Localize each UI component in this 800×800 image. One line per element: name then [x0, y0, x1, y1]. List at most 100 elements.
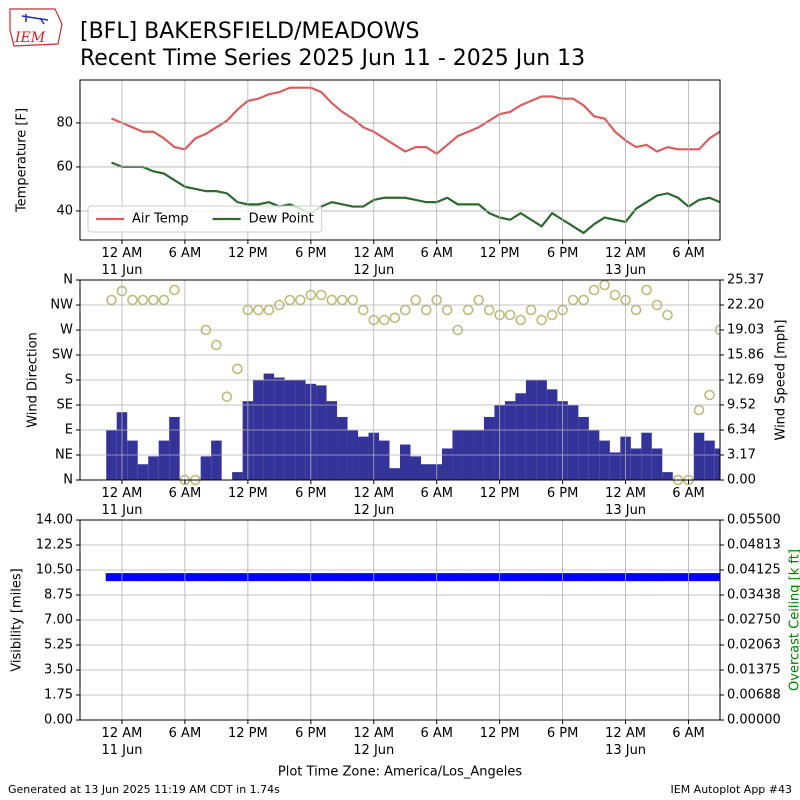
x-tick-label: 6 AM	[672, 246, 705, 261]
point	[137, 573, 149, 582]
point	[567, 573, 579, 582]
bar	[641, 432, 652, 480]
x-tick-label: 6 AM	[672, 726, 705, 741]
point	[106, 294, 117, 306]
y-tick-label: 80	[56, 115, 73, 130]
point	[473, 294, 484, 306]
bar	[410, 456, 421, 480]
y2-tick-label: 15.86	[727, 347, 764, 362]
point	[577, 573, 590, 582]
bar	[662, 472, 673, 480]
point	[462, 573, 474, 582]
x-tick-label: 6 AM	[168, 486, 202, 501]
x-tick-label: 12 AM 13 Jun	[605, 486, 647, 518]
y-tick-label: 10.50	[36, 563, 73, 578]
y-tick-label: 40	[56, 203, 73, 218]
bar	[567, 405, 579, 480]
y2-tick-label: 0.02750	[727, 613, 781, 628]
y2-tick-label: 25.37	[727, 273, 764, 288]
bar	[420, 464, 432, 480]
point	[347, 573, 359, 582]
footer-left: Generated at 13 Jun 2025 11:19 AM CDT in…	[8, 783, 280, 796]
y2-tick-label: 0.00000	[727, 713, 781, 728]
logo-icon	[21, 14, 49, 25]
point	[546, 573, 558, 582]
bar	[651, 448, 663, 480]
point	[662, 309, 673, 321]
bar	[630, 448, 642, 480]
x-tick-label: 6 AM	[168, 246, 202, 261]
point	[221, 391, 233, 402]
y-tick-label: W	[60, 323, 73, 338]
x-tick-label: 12 PM	[227, 486, 268, 501]
x-tick-label: 12 PM	[227, 246, 268, 261]
point	[504, 573, 516, 582]
point	[409, 573, 422, 582]
point	[703, 573, 716, 582]
y2-tick-label: 0.04813	[727, 537, 781, 552]
line	[111, 86, 720, 156]
point	[252, 573, 265, 582]
plot-frame	[79, 79, 721, 241]
point	[315, 573, 328, 582]
y2-axis-label: Wind Speed [mph]	[774, 320, 789, 441]
legend: Air Temp Dew Point	[87, 205, 323, 233]
point	[105, 573, 118, 582]
point	[578, 294, 589, 306]
point	[661, 573, 674, 582]
x-tick-label: 6 AM	[672, 486, 705, 501]
y2-tick-label: 0.04125	[727, 563, 781, 578]
point	[211, 339, 222, 351]
point	[546, 309, 558, 321]
point	[420, 573, 432, 582]
x-tick-label: 6 PM	[546, 486, 579, 501]
x-tick-label: 12 AM 11 Jun	[101, 246, 143, 278]
x-tick-label: 6 AM	[420, 246, 453, 261]
x-tick-label: 12 PM	[227, 726, 268, 741]
y-tick-label: NE	[55, 448, 73, 463]
x-tick-label: 12 AM 13 Jun	[605, 246, 647, 278]
point	[714, 573, 720, 582]
point	[410, 294, 422, 306]
x-tick-label: 12 AM 11 Jun	[101, 486, 143, 518]
point	[693, 573, 705, 582]
point	[609, 289, 621, 301]
y-tick-label: 0.00	[44, 713, 73, 728]
bar	[389, 468, 400, 480]
bar	[704, 440, 715, 480]
point	[273, 573, 286, 582]
title: [BFL] BAKERSFIELD/MEADOWS	[80, 19, 419, 44]
bar	[274, 377, 285, 480]
bar	[127, 440, 138, 480]
bar	[200, 456, 212, 480]
legend-label: Air Temp	[132, 212, 189, 227]
point	[336, 294, 348, 306]
point	[399, 304, 411, 316]
y-tick-label: 7.00	[44, 613, 73, 628]
x-axis-label: Plot Time Zone: America/Los_Angeles	[278, 765, 522, 780]
point	[126, 573, 139, 582]
point	[357, 573, 370, 582]
point	[200, 573, 212, 582]
point	[420, 304, 432, 316]
bar	[316, 385, 327, 480]
y2-tick-label: 0.00688	[727, 687, 781, 702]
x-tick-label: 12 PM	[479, 486, 520, 501]
point	[210, 573, 223, 582]
point	[441, 304, 453, 316]
bar	[400, 444, 411, 480]
point	[630, 573, 642, 582]
legend-box	[87, 205, 323, 233]
point	[137, 294, 149, 306]
y-tick-label: 8.75	[44, 588, 73, 603]
plot-area	[111, 86, 720, 235]
y-tick-label: S	[65, 373, 73, 388]
bar	[714, 448, 720, 480]
plot-frame	[79, 519, 721, 721]
bar	[337, 416, 348, 480]
bar	[137, 464, 149, 480]
y2-tick-label: 0.02063	[727, 637, 781, 652]
point	[535, 573, 548, 582]
bar	[578, 416, 589, 480]
